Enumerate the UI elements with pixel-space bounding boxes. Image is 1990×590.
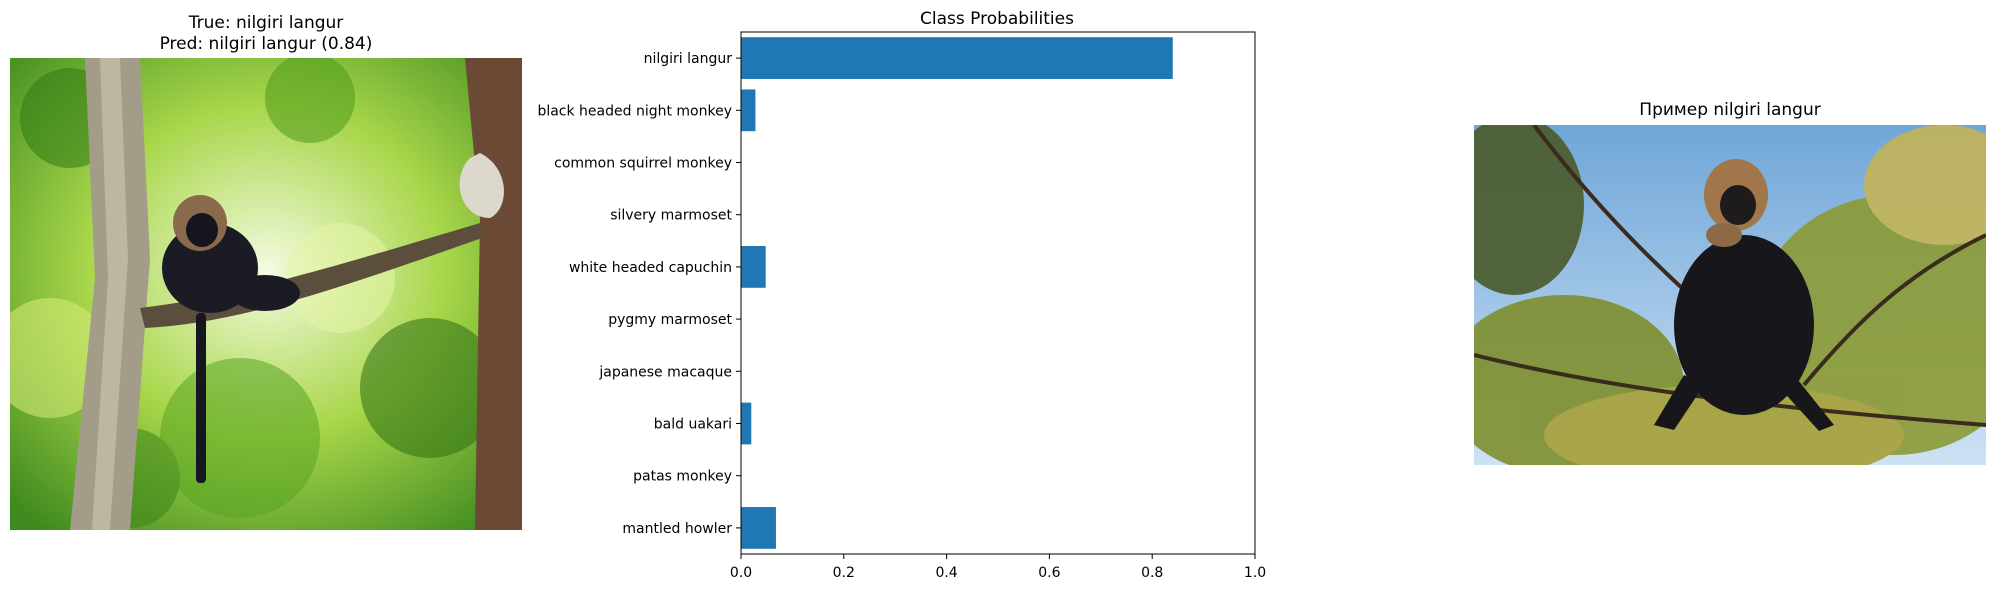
chart-title: Class Probabilities xyxy=(920,9,1074,29)
y-tick-label: common squirrel monkey xyxy=(554,156,732,172)
x-tick-label: 0.2 xyxy=(833,565,855,581)
x-tick-label: 0.0 xyxy=(730,565,752,581)
example-image xyxy=(1474,125,1986,465)
plot-frame xyxy=(740,31,1256,555)
example-title: Пример nilgiri langur xyxy=(1639,100,1821,120)
y-tick-label: silvery marmoset xyxy=(610,208,732,224)
y-tick-label: pygmy marmoset xyxy=(608,312,732,328)
bar-nilgiri-langur xyxy=(741,37,1173,79)
bar-mantled-howler xyxy=(741,507,776,549)
bars-layer xyxy=(741,37,1173,549)
bar-black-headed-night-monkey xyxy=(741,89,756,132)
y-tick-label: japanese macaque xyxy=(598,364,732,380)
y-tick-label: white headed capuchin xyxy=(569,260,732,276)
left-panel-title: True: nilgiri langur Pred: nilgiri langu… xyxy=(10,13,522,55)
x-tick-label: 0.8 xyxy=(1141,565,1163,581)
y-tick-label: bald uakari xyxy=(654,417,732,433)
y-tick-label: patas monkey xyxy=(633,469,732,485)
x-tick-label: 0.4 xyxy=(935,565,957,581)
y-tick-label: nilgiri langur xyxy=(644,51,733,67)
y-tick-label: black headed night monkey xyxy=(537,103,732,119)
bar-bald-uakari xyxy=(741,402,752,445)
pred-label: Pred: nilgiri langur (0.84) xyxy=(159,34,373,54)
true-label: True: nilgiri langur xyxy=(188,13,344,33)
example-image-monkey-on-branch xyxy=(1474,125,1986,465)
x-tick-label: 1.0 xyxy=(1244,565,1266,581)
x-tick-label: 0.6 xyxy=(1038,565,1060,581)
test-image xyxy=(10,58,522,530)
y-tick-labels: nilgiri langur black headed night monkey c… xyxy=(537,51,741,537)
test-image-monkey-in-tree xyxy=(10,58,522,530)
bar-white-headed-capuchin xyxy=(741,246,766,288)
y-tick-label: mantled howler xyxy=(622,521,732,537)
x-tick-labels: 0.0 0.2 0.4 0.6 0.8 1.0 xyxy=(730,554,1266,581)
